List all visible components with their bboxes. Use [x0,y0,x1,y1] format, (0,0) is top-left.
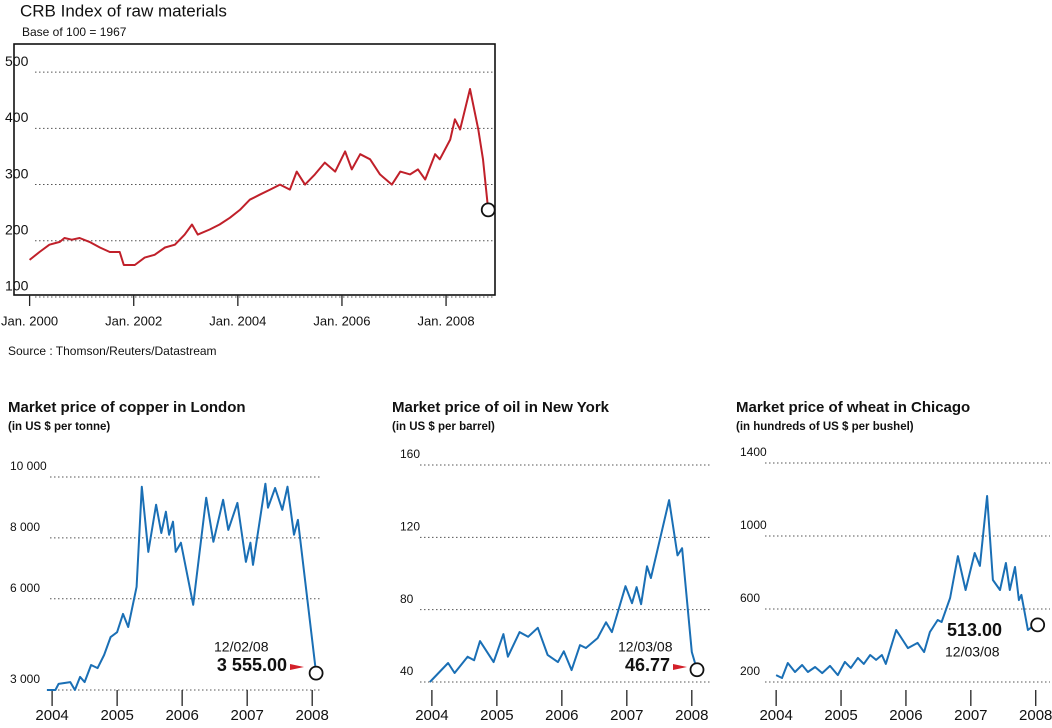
chart-title: Market price of wheat in Chicago [736,399,970,416]
x-tick-label: 2004 [759,707,792,724]
end-marker [1030,617,1046,633]
x-tick-label: 2006 [165,707,198,724]
data-line [429,499,698,683]
x-tick-label: 2008 [675,707,708,724]
y-tick-label: 400 [5,109,29,125]
y-tick-label: 1400 [740,445,767,459]
x-tick-label: 2006 [889,707,922,724]
y-tick-label: 600 [740,591,760,605]
y-tick-label: 1000 [740,518,767,532]
data-line [28,88,490,266]
chart-subtitle: Base of 100 = 1967 [22,25,127,39]
x-tick-label: 2006 [545,707,578,724]
y-tick-label: 100 [5,278,29,294]
x-tick-label: 2005 [480,707,513,724]
end-marker [308,665,324,681]
x-tick-label: 2007 [230,707,263,724]
end-value-label: 513.00 [947,620,1002,640]
x-tick-label: Jan. 2008 [418,313,475,328]
pointer-arrow [673,664,687,670]
y-tick-label: 120 [400,520,420,534]
chart-subtitle: (in US $ per barrel) [392,421,495,433]
x-tick-label: 2007 [954,707,987,724]
x-tick-label: 2007 [610,707,643,724]
x-tick-label: 2004 [35,707,68,724]
x-tick-label: 2005 [100,707,133,724]
y-tick-label: 10 000 [10,459,47,473]
y-tick-label: 40 [400,664,414,678]
plot-frame [13,43,496,296]
end-date-label: 12/02/08 [214,639,269,655]
x-tick-label: Jan. 2002 [105,313,162,328]
x-tick-label: Jan. 2000 [1,313,58,328]
x-tick-label: Jan. 2006 [313,313,370,328]
chart-title: Market price of copper in London [8,399,246,416]
chart-subtitle: (in hundreds of US $ per bushel) [736,421,914,433]
x-tick-label: 2004 [415,707,448,724]
chart-subtitle: (in US $ per tonne) [8,421,110,433]
chart-title: Market price of oil in New York [392,399,610,416]
y-tick-label: 500 [5,53,29,69]
y-tick-label: 6 000 [10,581,40,595]
data-line [46,482,318,691]
source: Source : Thomson/Reuters/Datastream [8,344,217,358]
y-tick-label: 200 [5,221,29,237]
y-tick-label: 300 [5,165,29,181]
y-tick-label: 8 000 [10,520,40,534]
y-tick-label: 80 [400,592,414,606]
y-tick-label: 200 [740,664,760,678]
x-tick-label: 2005 [824,707,857,724]
end-date-label: 12/03/08 [618,639,673,655]
data-line [775,495,1039,679]
end-date-label: 12/03/08 [945,644,1000,660]
y-tick-label: 160 [400,447,420,461]
x-tick-label: 2008 [1019,707,1052,724]
end-marker [689,662,705,678]
y-tick-label: 3 000 [10,672,40,686]
x-tick-label: Jan. 2004 [209,313,266,328]
end-value-label: 46.77 [625,655,670,675]
x-tick-label: 2008 [296,707,329,724]
end-value-label: 3 555.00 [217,655,287,675]
chart-title: CRB Index of raw materials [20,1,227,20]
pointer-arrow [290,664,304,670]
end-marker [480,202,496,218]
